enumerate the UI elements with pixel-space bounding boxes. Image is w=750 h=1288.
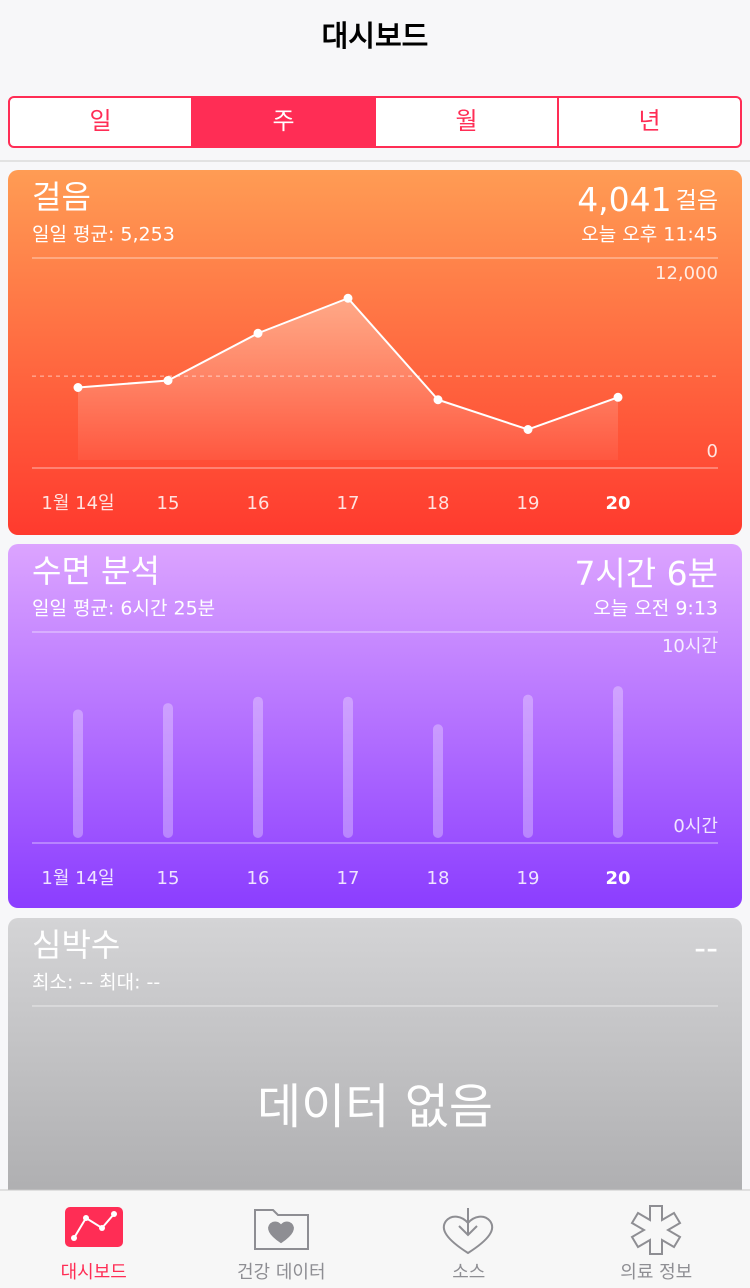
tab-label[interactable]: 소스 (452, 1262, 485, 1283)
bar (253, 696, 263, 838)
bar (613, 686, 623, 838)
value: 7시간 6분 (574, 554, 718, 593)
bar (523, 694, 533, 838)
point (343, 293, 353, 303)
tab-icon (442, 1208, 494, 1255)
tab-labels: 대시보드 건강 데이터 소스 의료 정보 (61, 1262, 693, 1283)
x-tick-label: 18 (427, 493, 450, 514)
unit: 걸음 (676, 188, 718, 214)
area (78, 298, 618, 460)
y-tick-label: 0 (707, 441, 718, 462)
tab-icon (630, 1205, 682, 1255)
x-tick-label: 15 (157, 493, 180, 514)
card-time: 오늘 오후 11:45 (581, 224, 718, 246)
x-tick-label: 20 (605, 493, 630, 514)
x-tick-label: 19 (517, 493, 540, 514)
card[interactable] (8, 918, 742, 1238)
tab-bar (0, 1189, 750, 1288)
bar (343, 696, 353, 838)
no-data: 데이터 없음 (257, 1079, 493, 1135)
tab-label[interactable]: 의료 정보 (620, 1262, 692, 1283)
bar (433, 724, 443, 838)
segment[interactable]: 년 (638, 107, 660, 135)
x-tick-label: 17 (337, 868, 360, 889)
card[interactable] (8, 544, 742, 908)
x-tick-label: 16 (247, 493, 270, 514)
x-tick-label: 18 (427, 868, 450, 889)
segment[interactable]: 일 (89, 107, 111, 135)
x-tick-label: 15 (157, 868, 180, 889)
segment[interactable]: 월 (455, 107, 477, 135)
card-subtitle: 일일 평균: 5,253 (32, 224, 175, 246)
point (163, 376, 173, 385)
card-title: 걸음 (32, 178, 91, 216)
card-subtitle: 최소: -- 최대: -- (32, 972, 160, 994)
point (253, 328, 263, 338)
y-tick-label: 10시간 (662, 636, 718, 657)
tab-label[interactable]: 대시보드 (61, 1262, 127, 1283)
card-subtitle: 일일 평균: 6시간 25분 (32, 598, 215, 620)
card-time: 오늘 오전 9:13 (593, 598, 718, 620)
tab-icon (65, 1207, 123, 1247)
tab-icon (254, 1209, 309, 1250)
x-tick-label: 17 (337, 493, 360, 514)
x-tick-label: 16 (247, 868, 270, 889)
x-tick-label: 1월 14일 (41, 493, 114, 514)
value: -- (694, 928, 718, 967)
card-value: -- (694, 928, 718, 967)
tab-bar-bg (0, 1190, 750, 1288)
bar (73, 709, 83, 838)
card-title: 수면 분석 (32, 552, 160, 590)
point (73, 383, 83, 392)
card-value: 7시간 6분 (574, 554, 718, 593)
card-title: 심박수 (32, 926, 120, 964)
x-tick-label: 20 (605, 868, 630, 889)
value: 4,041 (577, 180, 671, 219)
point (523, 425, 533, 434)
y-tick-label: 0시간 (673, 816, 718, 837)
page-title: 대시보드 (322, 19, 429, 53)
tab-label[interactable]: 건강 데이터 (237, 1262, 326, 1283)
card-value: 4,041 걸음 (577, 180, 718, 219)
y-tick-label: 12,000 (655, 263, 718, 284)
bar (163, 703, 173, 838)
point (433, 395, 443, 405)
segment[interactable]: 주 (272, 107, 294, 135)
point (613, 392, 623, 402)
segment-selected (192, 97, 375, 147)
x-tick-label: 19 (517, 868, 540, 889)
x-tick-label: 1월 14일 (41, 868, 114, 889)
